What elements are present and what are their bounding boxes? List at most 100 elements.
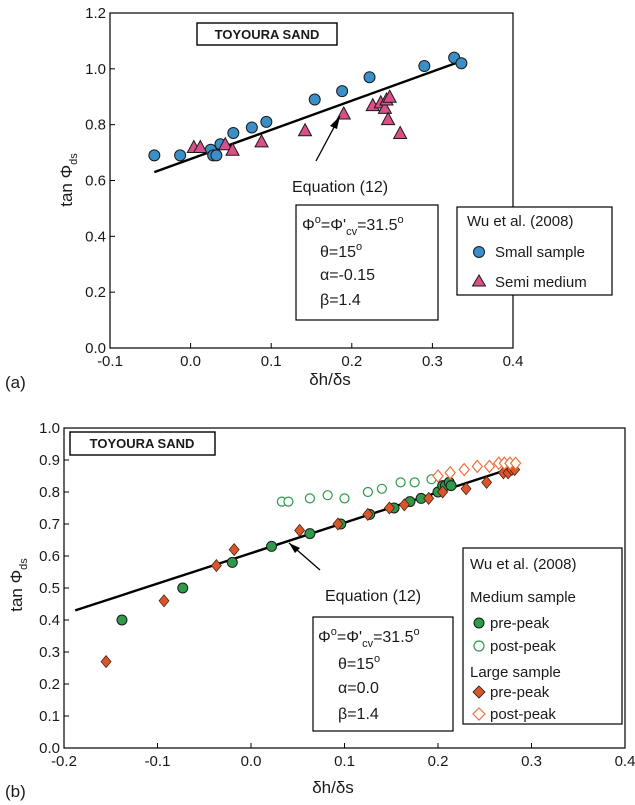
x-tick-label: 0.0: [241, 753, 262, 770]
legend-marker-small-sample: [473, 246, 485, 258]
small-sample-point: [308, 93, 321, 106]
equation-annotation-b: Equation (12): [288, 542, 421, 605]
legend-label-semi-medium: Semi medium: [495, 274, 587, 291]
legend-a: Wu et al. (2008) Small sample Semi mediu…: [456, 206, 613, 296]
semi-medium-point: [377, 100, 393, 114]
legend-label-medium-pre-peak: pre-peak: [490, 615, 550, 632]
data-points-a: [148, 51, 468, 162]
chart-title-a: TOYOURA SAND: [215, 27, 320, 42]
y-tick-label: 0.0: [39, 740, 60, 757]
y-axis-title-b: tan Φds: [7, 558, 30, 612]
equation-label-b: Equation (12): [325, 588, 421, 605]
semi-medium-point: [382, 89, 398, 103]
y-tick-label: 0.6: [39, 548, 60, 565]
medium-sample-post-peak-point: [339, 493, 350, 504]
large-sample-pre-peak-point: [437, 485, 449, 499]
param-beta-b: β=1.4: [338, 706, 379, 723]
x-tick-label: 0.3: [521, 753, 542, 770]
equation-label-a: Equation (12): [292, 179, 388, 196]
large-sample-post-peak-point: [483, 459, 496, 474]
x-axis-ticks-b: -0.2 -0.1 0.0 0.1 0.2 0.3 0.4: [51, 743, 635, 770]
y-axis-ticks-a: 0.0 0.2 0.4 0.6 0.8 1.0 1.2: [85, 5, 115, 357]
legend-b: Wu et al. (2008) Medium sample pre-peak …: [462, 547, 623, 725]
x-tick-label: -0.1: [145, 753, 171, 770]
y-axis-title-a: tan Φds: [57, 153, 80, 207]
y-tick-label: 0.8: [85, 117, 106, 134]
large-sample-pre-peak-point: [481, 475, 493, 489]
chart-panel-b: -0.2 -0.1 0.0 0.1 0.2 0.3 0.4 0.00.10.20.30.40…: [5, 420, 635, 801]
param-alpha-a: α=-0.15: [320, 267, 375, 284]
y-tick-label: 0.8: [39, 484, 60, 501]
semi-medium-point: [225, 142, 240, 156]
legend-marker-medium-post-peak: [473, 640, 485, 652]
large-sample-pre-peak-point: [332, 517, 344, 531]
small-sample-point: [227, 127, 240, 140]
y-axis-ticks-b: 0.0 0.1 0.2 0.3 0.4 0.5 0.6 0.7 0.8 0.9 1.0: [39, 420, 69, 757]
y-tick-label: 0.1: [39, 708, 60, 725]
y-tick-label: 0.4: [39, 612, 60, 629]
large-sample-pre-peak-point: [210, 559, 222, 573]
medium-sample-post-peak-point: [304, 493, 316, 504]
y-tick-label: 1.2: [85, 5, 106, 22]
param-theta-a: θ=15o: [320, 241, 362, 261]
y-tick-label: 1.0: [85, 61, 106, 78]
small-sample-point: [260, 115, 273, 128]
param-theta-b: θ=15o: [338, 653, 380, 673]
large-sample-post-peak-point: [509, 456, 522, 471]
small-sample-point: [148, 149, 161, 162]
legend-title-a: Wu et al. (2008): [467, 213, 573, 230]
semi-medium-point: [336, 105, 352, 120]
x-tick-label: 0.1: [261, 353, 282, 370]
legend-label-large-pre-peak: pre-peak: [490, 684, 550, 701]
large-sample-post-peak-point: [471, 459, 484, 474]
x-tick-label: 0.2: [341, 353, 362, 370]
small-sample-point: [418, 60, 431, 73]
semi-medium-point: [254, 133, 269, 148]
semi-medium-point: [297, 122, 313, 137]
legend-label-small-sample: Small sample: [495, 244, 585, 261]
y-tick-label: 0.4: [85, 228, 106, 245]
x-tick-label: 0.0: [180, 353, 201, 370]
parameter-box-a: Φo=Φ'cv=31.5o θ=15o α=-0.15 β=1.4: [295, 204, 439, 321]
large-sample-pre-peak-point: [100, 655, 112, 669]
medium-sample-pre-peak-point: [445, 480, 457, 492]
large-sample-post-peak-point: [444, 465, 456, 480]
semi-medium-point: [392, 125, 408, 140]
medium-sample-post-peak-point: [376, 483, 387, 494]
param-alpha-b: α=0.0: [338, 680, 379, 697]
large-sample-pre-peak-point: [362, 507, 374, 521]
param-beta-a: β=1.4: [320, 292, 361, 309]
y-tick-label: 0.5: [39, 580, 60, 597]
large-sample-pre-peak-point: [294, 523, 306, 537]
medium-sample-pre-peak-point: [304, 528, 316, 540]
semi-medium-point: [217, 136, 233, 151]
medium-sample-post-peak-point: [322, 490, 333, 501]
y-tick-label: 0.0: [85, 340, 106, 357]
small-sample-point: [174, 149, 187, 162]
x-tick-label: 0.3: [422, 353, 443, 370]
legend-marker-large-pre-peak: [472, 685, 486, 699]
semi-medium-point: [192, 139, 208, 153]
y-tick-label: 0.9: [39, 452, 60, 469]
small-sample-point: [363, 71, 376, 84]
legend-title-b: Wu et al. (2008): [470, 556, 576, 573]
large-sample-pre-peak-point: [460, 482, 472, 496]
chart-title-b: TOYOURA SAND: [90, 436, 195, 451]
x-tick-label: 0.1: [334, 753, 355, 770]
x-axis-title-b: δh/δs: [312, 778, 354, 797]
large-sample-pre-peak-point: [398, 498, 410, 512]
large-sample-post-peak-point: [458, 462, 470, 477]
medium-sample-pre-peak-point: [226, 556, 238, 568]
equation-annotation-a: Equation (12): [292, 115, 388, 196]
svg-text:tan Φds: tan Φds: [7, 558, 30, 612]
parameter-box-b: Φo=Φ'cv=31.5o θ=15o α=0.0 β=1.4: [312, 616, 454, 732]
medium-sample-pre-peak-point: [177, 582, 189, 594]
large-sample-post-peak-point: [432, 469, 444, 483]
legend-heading-medium: Medium sample: [470, 589, 576, 606]
title-box-a: TOYOURA SAND: [196, 22, 338, 46]
medium-sample-pre-peak-point: [116, 614, 128, 626]
x-tick-label: 0.4: [503, 353, 524, 370]
x-tick-label: 0.4: [615, 753, 635, 770]
legend-label-large-post-peak: post-peak: [490, 706, 556, 723]
medium-sample-post-peak-point: [409, 477, 420, 488]
